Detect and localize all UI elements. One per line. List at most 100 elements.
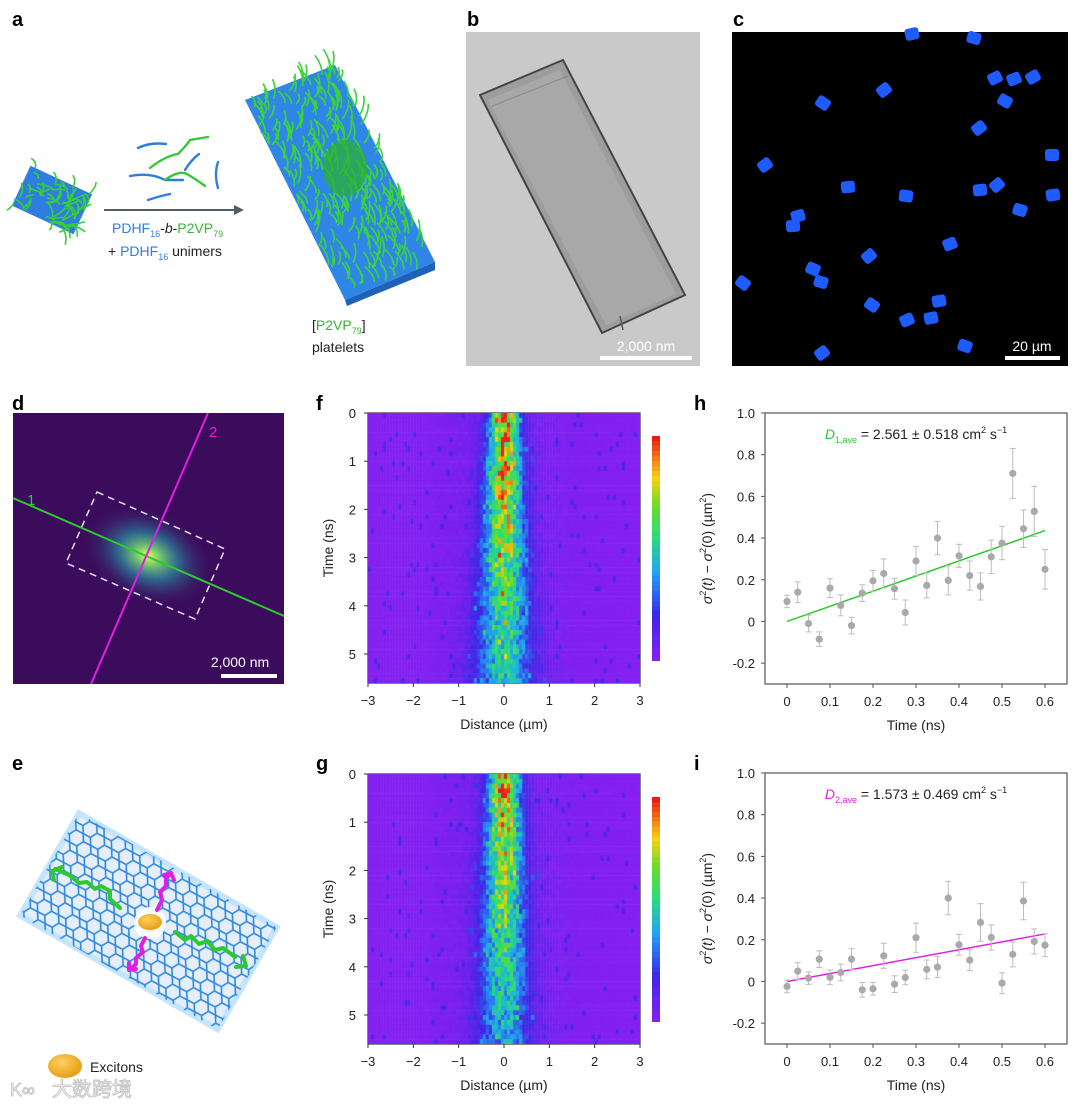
line-profile-2 <box>90 413 209 684</box>
data-point <box>987 933 995 942</box>
y-tick-label: 3 <box>349 912 356 927</box>
data-point <box>858 589 866 597</box>
panel-label-g: g <box>316 753 328 775</box>
platelet-spot <box>876 82 892 98</box>
y-tick-label: 2 <box>349 502 356 517</box>
data-point <box>1041 941 1049 949</box>
line-1-label: 1 <box>27 492 35 509</box>
platelet-spot <box>899 312 915 328</box>
data-point <box>837 968 845 977</box>
data-point <box>815 635 823 643</box>
data-point <box>923 965 931 973</box>
data-point <box>976 918 985 927</box>
data-point <box>826 584 834 592</box>
platelet-spot <box>1045 149 1059 161</box>
data-point <box>923 581 931 589</box>
y-axis-title: Time (ns) <box>320 880 336 939</box>
y-tick-label: 0.6 <box>737 489 755 504</box>
line-2-label: 2 <box>209 424 217 441</box>
panel-label-b: b <box>467 9 479 31</box>
platelet-spot <box>864 297 880 313</box>
diffusion-coefficient-annotation: D2,ave = 1.573 ± 0.469 cm2 s−1 <box>825 785 1007 805</box>
x-tick-label: −3 <box>361 1054 376 1069</box>
magenta-arrow-down <box>127 936 147 972</box>
y-axis-title: Time (ns) <box>320 519 336 578</box>
y-tick-label: 5 <box>349 1008 356 1023</box>
data-point <box>998 979 1006 987</box>
data-point <box>890 585 899 593</box>
data-point <box>901 608 909 617</box>
platelet-spot <box>785 219 801 233</box>
data-point <box>1009 469 1017 478</box>
platelet-spot <box>1025 69 1041 85</box>
data-point <box>901 973 909 982</box>
panel-label-f: f <box>316 393 323 415</box>
scale-bar-b <box>600 356 692 360</box>
platelet-spot <box>972 183 988 197</box>
scale-bar-d <box>221 674 277 678</box>
y-tick-label: 0 <box>349 767 356 782</box>
line-profile-1 <box>13 497 284 617</box>
y-tick-label: 0 <box>349 406 356 421</box>
y-axis-title: σ2(t) − σ2(0) (µm2) <box>698 493 715 604</box>
y-tick-label: 3 <box>349 551 356 566</box>
x-tick-label: 0.3 <box>907 694 925 709</box>
y-tick-label: 4 <box>349 599 356 614</box>
platelet-spot <box>1006 71 1022 87</box>
x-tick-label: 0.2 <box>864 1054 882 1069</box>
y-tick-label: -0.2 <box>733 1016 755 1031</box>
data-point <box>847 955 856 963</box>
panel-label-c: c <box>733 9 744 31</box>
platelet-spot <box>987 70 1003 86</box>
data-point <box>804 619 813 628</box>
green-arrow-up-left <box>53 867 122 910</box>
platelet-spot <box>971 120 987 136</box>
x-tick-label: 0 <box>783 1054 790 1069</box>
x-tick-label: 2 <box>591 693 598 708</box>
data-point <box>1019 897 1028 905</box>
unimer-label: + PDHF16 unimers <box>108 243 222 262</box>
platelet-spot <box>815 95 831 111</box>
data-point <box>912 557 920 565</box>
platelet-illustration <box>245 48 435 306</box>
data-point <box>794 967 802 975</box>
data-point <box>1041 565 1049 573</box>
y-tick-label: 0 <box>748 614 755 629</box>
x-tick-label: 1 <box>546 1054 553 1069</box>
platelet-spot <box>813 274 829 290</box>
plot-h: -0.2 0 0.2 0.4 0.6 0.8 1.0 0 0.1 0.2 0.3 0.4 0.5 0.6 T… <box>698 406 1068 733</box>
data-point <box>966 956 974 964</box>
arrow-head-icon <box>234 205 244 215</box>
y-axis-title: σ2(t) − σ2(0) (µm2) <box>698 853 715 964</box>
x-tick-label: 0.6 <box>1036 1054 1054 1069</box>
data-point <box>933 963 942 971</box>
x-tick-label: 0.5 <box>993 694 1011 709</box>
y-tick-label: 0.2 <box>737 573 755 588</box>
y-tick-label: 0.8 <box>737 808 755 823</box>
roi-dashed-box <box>65 491 226 620</box>
x-tick-label: −1 <box>451 1054 466 1069</box>
data-point <box>966 572 974 580</box>
y-tick-label: 0 <box>748 974 755 989</box>
data-point <box>933 534 942 542</box>
unimer-chains-illustration <box>128 135 220 202</box>
y-tick-label: 2 <box>349 863 356 878</box>
product-label: [P2VP79] <box>312 317 366 336</box>
x-axis-title: Time (ns) <box>887 717 946 733</box>
platelet-spot <box>861 248 877 264</box>
data-point <box>955 941 963 949</box>
x-tick-label: 0.4 <box>950 1054 968 1069</box>
y-tick-label: 5 <box>349 647 356 662</box>
platelet-spot <box>790 209 806 223</box>
data-point <box>1019 525 1028 533</box>
y-tick-label: 0.8 <box>737 448 755 463</box>
x-tick-label: 0.3 <box>907 1054 925 1069</box>
x-tick-label: 0 <box>783 694 790 709</box>
platelet-spot <box>923 311 939 325</box>
x-tick-label: 0.2 <box>864 694 882 709</box>
data-point <box>804 974 813 982</box>
data-point <box>955 552 963 560</box>
x-tick-label: 0.6 <box>1036 694 1054 709</box>
y-tick-label: 4 <box>349 960 356 975</box>
